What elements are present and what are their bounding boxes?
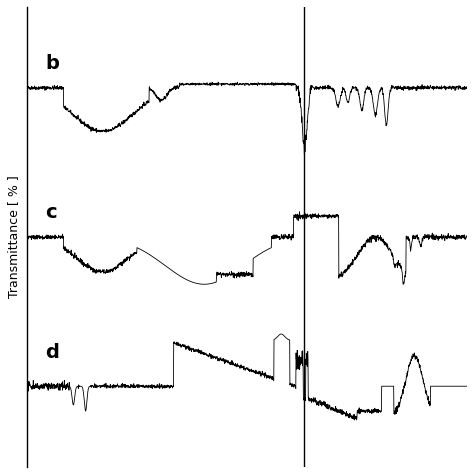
Text: d: d	[45, 343, 59, 362]
Y-axis label: Transmittance [ % ]: Transmittance [ % ]	[7, 176, 20, 298]
Text: b: b	[45, 54, 59, 73]
Text: c: c	[45, 203, 57, 222]
